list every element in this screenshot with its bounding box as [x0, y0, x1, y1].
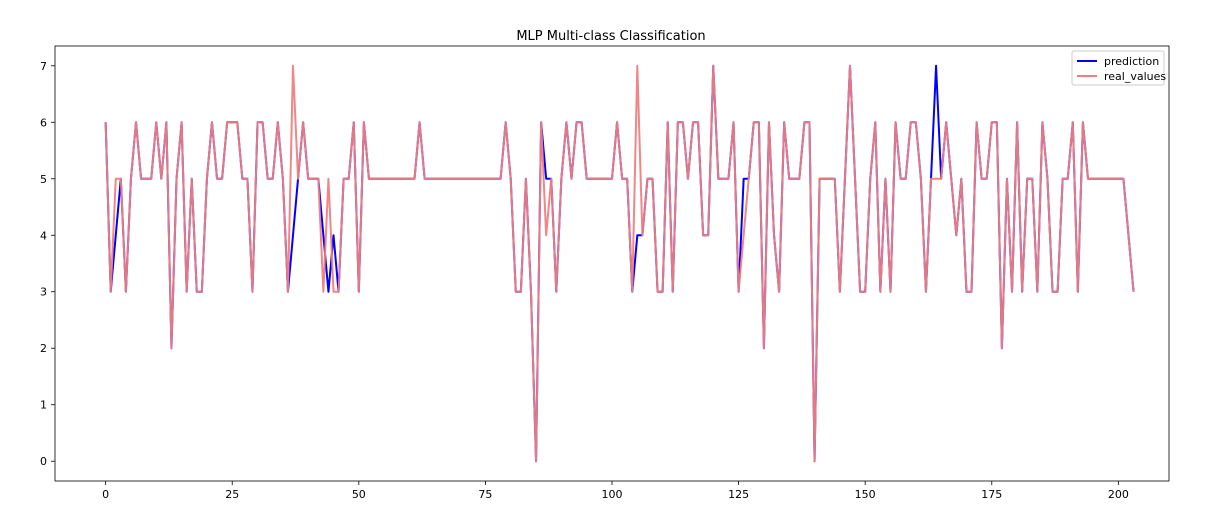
x-tick-label: 0	[102, 488, 109, 501]
y-tick-label: 3	[40, 286, 47, 299]
chart-title: MLP Multi-class Classification	[516, 29, 705, 44]
x-tick-label: 175	[981, 488, 1002, 501]
series-line-prediction	[104, 64, 1135, 463]
legend-label: real_values	[1104, 70, 1166, 83]
x-tick-label: 200	[1108, 488, 1129, 501]
x-axis: 0 25 50 75 100 125 150 175 200	[102, 481, 1129, 501]
x-tick-label: 125	[728, 488, 749, 501]
x-tick-label: 50	[352, 488, 366, 501]
y-axis: 0 1 2 3 4 5 6 7	[40, 60, 55, 468]
y-tick-label: 1	[40, 399, 47, 412]
y-tick-label: 2	[40, 342, 47, 355]
y-tick-label: 7	[40, 60, 47, 73]
x-tick-label: 100	[602, 488, 623, 501]
y-tick-label: 0	[40, 455, 47, 468]
y-tick-label: 6	[40, 116, 47, 129]
series-layer	[104, 64, 1135, 463]
x-tick-label: 75	[478, 488, 492, 501]
x-tick-label: 25	[225, 488, 239, 501]
legend-label: prediction	[1104, 55, 1159, 68]
plot-frame	[54, 45, 1170, 482]
legend: prediction real_values	[1071, 50, 1166, 86]
y-tick-label: 4	[40, 229, 47, 242]
x-tick-label: 150	[855, 488, 876, 501]
series-line-real-values	[104, 64, 1135, 463]
y-tick-label: 5	[40, 173, 47, 186]
